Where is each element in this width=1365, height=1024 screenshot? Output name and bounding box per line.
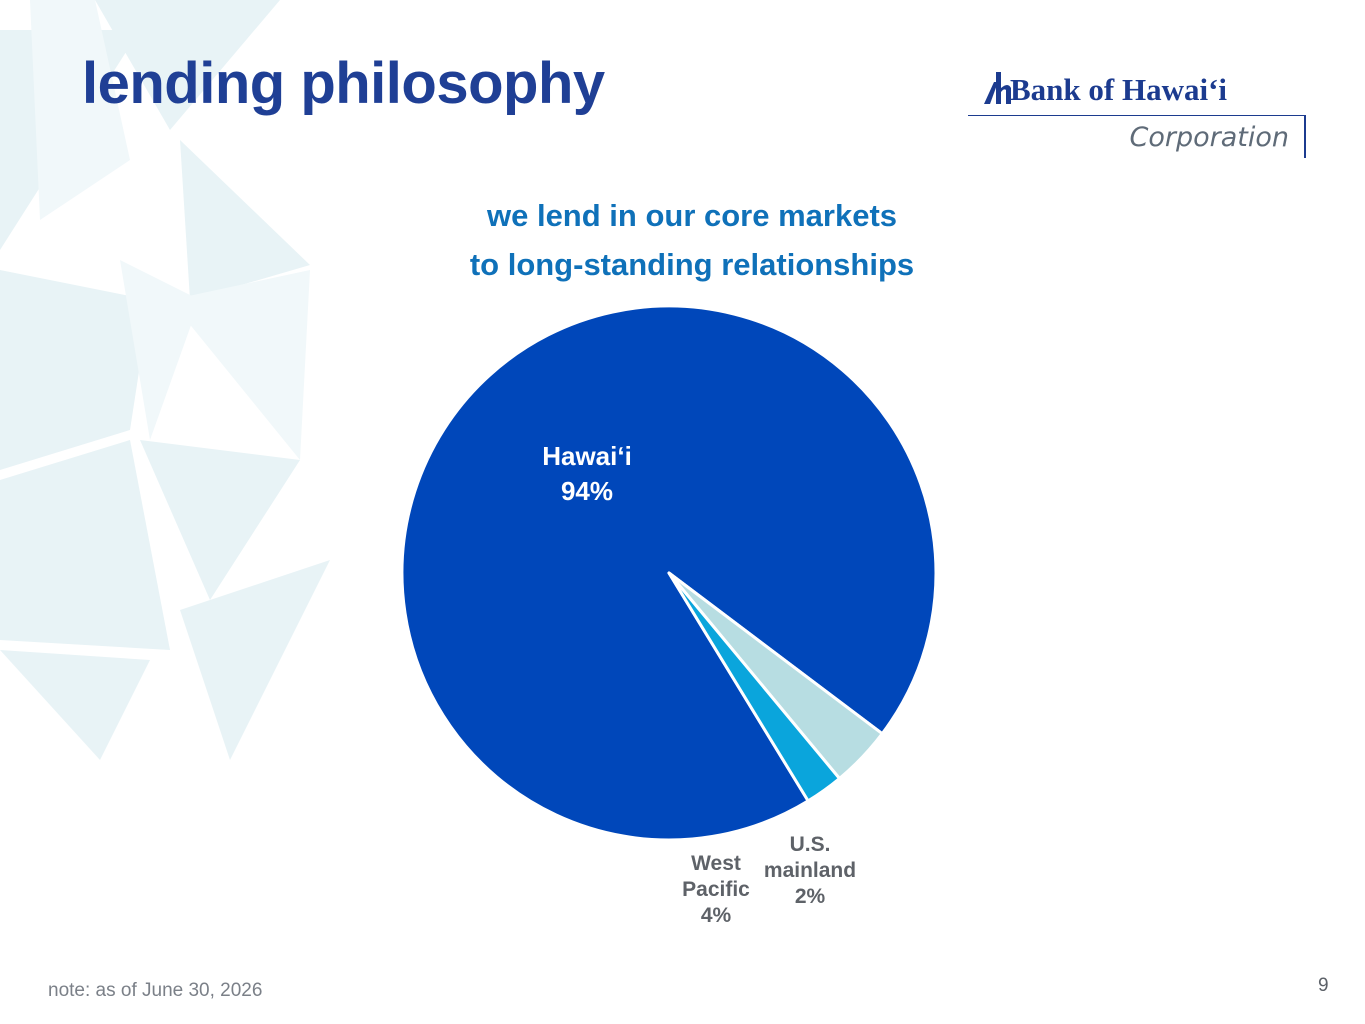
slice-label-us-mainland-line2: mainland bbox=[764, 859, 856, 882]
chart-subtitle-line1: we lend in our core markets bbox=[486, 198, 898, 233]
bank-of-hawaii-logo: Bank of Hawaiʻi Corporation bbox=[966, 62, 1311, 162]
bank-of-hawaii-h-mark-icon bbox=[984, 72, 1011, 104]
slice-value-us-mainland: 2% bbox=[795, 885, 826, 908]
slice-label-west-pacific-line1: West bbox=[691, 852, 741, 875]
pie-slice-u-s-mainland bbox=[667, 571, 841, 803]
slice-label-west-pacific-line2: Pacific bbox=[682, 878, 750, 901]
chart-subtitle-line2: to long-standing relationships bbox=[469, 247, 915, 282]
page-title: lending philosophy bbox=[82, 51, 605, 116]
background-star-pattern bbox=[0, 0, 330, 760]
logo-divider bbox=[968, 115, 1306, 116]
page-number: 9 bbox=[1318, 975, 1329, 996]
slice-label-hawaii: Hawaiʻi bbox=[542, 441, 632, 471]
slice-value-hawaii: 94% bbox=[561, 476, 613, 506]
slice-label-us-mainland-line1: U.S. bbox=[790, 833, 831, 856]
slice-value-west-pacific: 4% bbox=[701, 904, 732, 927]
logo-divider-vertical bbox=[1304, 115, 1306, 158]
footnote: note: as of June 30, 2026 bbox=[48, 980, 263, 1001]
logo-name: Bank of Hawaiʻi bbox=[1010, 72, 1228, 107]
logo-subtitle: Corporation bbox=[1129, 122, 1290, 153]
